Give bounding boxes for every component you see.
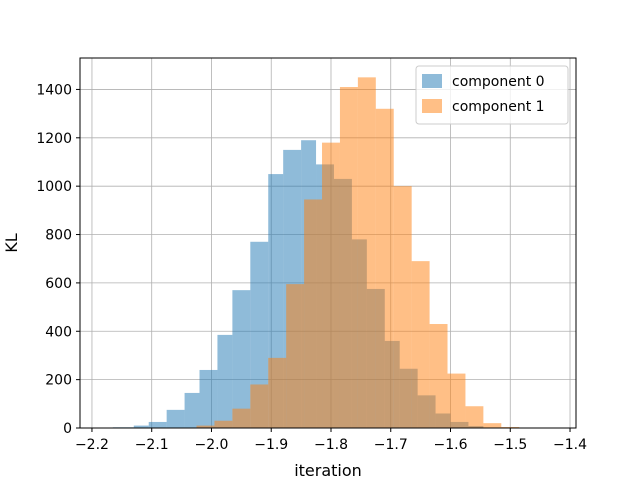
legend-label: component 1 bbox=[452, 99, 545, 115]
y-tick-label: 800 bbox=[45, 228, 72, 244]
histogram-bar bbox=[196, 425, 215, 428]
x-tick-label: −1.9 bbox=[254, 437, 288, 453]
y-tick-label: 0 bbox=[63, 421, 72, 437]
histogram-bars bbox=[112, 77, 520, 429]
legend: component 0 component 1 bbox=[415, 65, 569, 125]
histogram-bar bbox=[447, 373, 466, 428]
histogram-bar bbox=[483, 423, 502, 428]
histogram-bar bbox=[232, 408, 251, 428]
histogram-bar bbox=[429, 324, 448, 428]
y-axis-label: KL bbox=[2, 233, 21, 252]
histogram-bar bbox=[357, 77, 376, 428]
x-tick-label: −1.6 bbox=[434, 437, 468, 453]
x-tick-label: −2.0 bbox=[194, 437, 228, 453]
x-tick-label: −1.4 bbox=[553, 437, 587, 453]
histogram-bar bbox=[411, 261, 430, 428]
histogram-bar bbox=[304, 199, 323, 428]
legend-label: component 0 bbox=[452, 74, 545, 90]
y-tick-label: 1000 bbox=[36, 179, 72, 195]
histogram-bar bbox=[250, 241, 269, 428]
x-tick-label: −1.8 bbox=[314, 437, 348, 453]
y-tick-label: 400 bbox=[45, 324, 72, 340]
histogram-bar bbox=[268, 357, 287, 428]
legend-box bbox=[415, 65, 569, 125]
y-tick-label: 1400 bbox=[36, 82, 72, 98]
histogram-bar bbox=[148, 421, 167, 428]
histogram-bar bbox=[250, 384, 269, 428]
y-axis-ticks: 0 200 400 600 800 1000 1200 1400 bbox=[36, 82, 80, 437]
histogram-bar bbox=[393, 186, 412, 428]
histogram-bar bbox=[339, 87, 358, 429]
legend-swatch bbox=[422, 99, 442, 113]
x-tick-label: −2.2 bbox=[75, 437, 109, 453]
histogram-bar bbox=[217, 334, 233, 428]
series-1-bars bbox=[178, 77, 520, 429]
histogram-bar bbox=[286, 284, 305, 428]
histogram-bar bbox=[199, 369, 218, 428]
x-axis-label: iteration bbox=[294, 461, 362, 480]
x-tick-label: −1.7 bbox=[374, 437, 408, 453]
x-tick-label: −2.1 bbox=[135, 437, 169, 453]
x-axis-ticks: −2.2 −2.1 −2.0 −1.9 −1.8 −1.7 −1.6 −1.5 −1.4 bbox=[75, 428, 587, 453]
histogram-bar bbox=[232, 290, 251, 428]
x-tick-label: −1.5 bbox=[493, 437, 527, 453]
plot-frame bbox=[79, 57, 577, 429]
histogram-bar bbox=[214, 420, 233, 428]
histogram-bar bbox=[375, 108, 394, 429]
histogram-bar bbox=[322, 142, 340, 429]
histogram-bar bbox=[133, 425, 149, 428]
legend-swatch bbox=[422, 74, 442, 88]
y-tick-label: 600 bbox=[45, 276, 72, 292]
histogram-bar bbox=[184, 392, 200, 428]
y-tick-label: 1200 bbox=[36, 131, 72, 147]
histogram-bar bbox=[465, 406, 484, 428]
y-tick-label: 200 bbox=[45, 373, 72, 389]
histogram-bar bbox=[166, 409, 185, 428]
